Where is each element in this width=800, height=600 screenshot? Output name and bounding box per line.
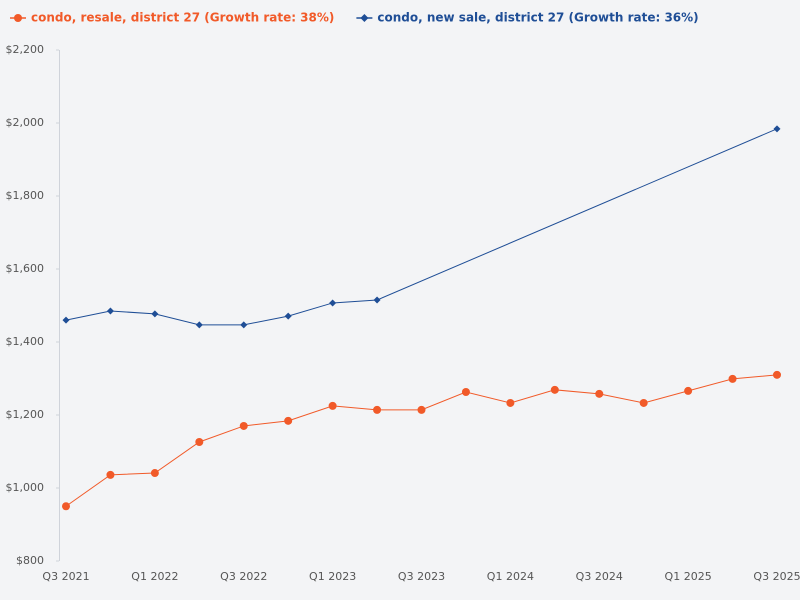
- data-point: [639, 398, 648, 407]
- data-point: [284, 416, 293, 425]
- x-tick-label: Q1 2023: [309, 570, 356, 583]
- x-tick-label: Q3 2021: [42, 570, 89, 583]
- y-tick-label: $1,800: [6, 189, 45, 202]
- data-point: [417, 405, 426, 414]
- y-tick-label: $2,200: [6, 43, 45, 56]
- data-point: [106, 470, 115, 479]
- data-point: [684, 386, 693, 395]
- x-tick-label: Q1 2022: [131, 570, 178, 583]
- data-point: [62, 502, 70, 511]
- data-point: [595, 389, 604, 398]
- data-point: [195, 321, 203, 329]
- x-tick-label: Q3 2023: [398, 570, 445, 583]
- x-tick-label: Q3 2022: [220, 570, 267, 583]
- legend-text: condo, new sale, district 27 (Growth rat…: [377, 11, 698, 25]
- x-tick-label: Q1 2024: [487, 570, 534, 583]
- data-point: [461, 388, 470, 397]
- data-point: [329, 299, 337, 307]
- y-tick-label: $1,200: [6, 408, 45, 421]
- data-point: [284, 312, 292, 320]
- data-point: [550, 385, 559, 394]
- data-point: [373, 296, 381, 304]
- data-point: [773, 125, 781, 133]
- data-point: [373, 405, 382, 414]
- legend-marker: [360, 14, 369, 22]
- data-point: [328, 401, 337, 410]
- y-tick-label: $2,000: [6, 116, 45, 129]
- data-point: [151, 310, 159, 318]
- y-tick-label: $1,400: [6, 335, 45, 348]
- data-point: [150, 469, 159, 478]
- x-tick-label: Q1 2025: [665, 570, 712, 583]
- data-point: [106, 307, 114, 315]
- data-point: [506, 398, 515, 407]
- data-point: [62, 316, 70, 324]
- data-point: [728, 374, 737, 383]
- data-point: [773, 370, 781, 379]
- y-tick-label: $1,600: [6, 262, 45, 275]
- x-tick-label: Q3 2025: [753, 570, 800, 583]
- data-point: [239, 421, 248, 430]
- data-point: [195, 438, 204, 447]
- x-tick-label: Q3 2024: [576, 570, 623, 583]
- y-tick-label: $800: [16, 554, 44, 567]
- data-point: [240, 321, 248, 329]
- y-tick-label: $1,000: [6, 481, 45, 494]
- legend-marker: [14, 14, 22, 22]
- legend-text: condo, resale, district 27 (Growth rate:…: [31, 11, 334, 25]
